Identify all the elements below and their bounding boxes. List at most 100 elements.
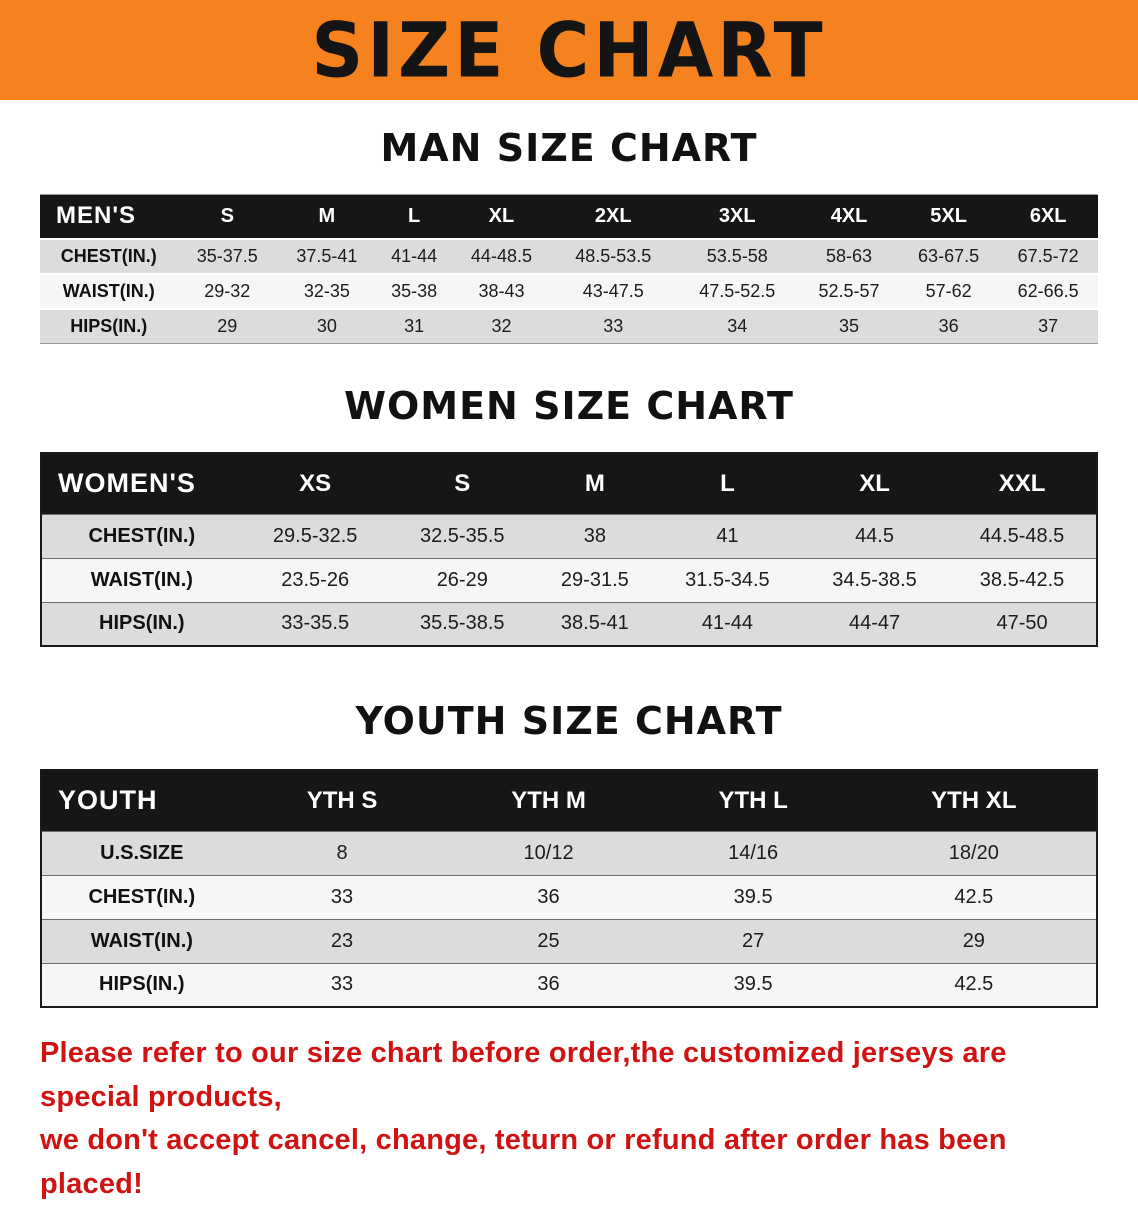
value-cell: 30 [316, 315, 337, 336]
value-cell: 58-63 [826, 245, 873, 266]
value-cell: 42.5 [954, 973, 994, 996]
section-youth: YOUTH SIZE CHART YOUTH YTH S YTH M YTH L YTH… [40, 699, 1098, 1008]
value-cell: 34 [727, 315, 748, 336]
size-header-cell: 3XL [675, 194, 800, 239]
table-header-row: WOMEN'S XS S M L XL XXL [41, 453, 1097, 514]
table-title-cell: MEN'S [40, 194, 178, 239]
table-row: HIPS(IN.) 33 36 39.5 42.5 [41, 963, 1097, 1007]
value-cell: 23 [330, 929, 354, 952]
value-cell: 38 [583, 524, 606, 547]
youth-size-table: YOUTH YTH S YTH M YTH L YTH XL U.S.SIZE 8 10/12… [40, 769, 1098, 1008]
value-cell: 31.5-34.5 [685, 568, 770, 591]
banner: SIZE CHART [0, 0, 1138, 100]
men-size-table: MEN'S S M L XL 2XL 3XL 4XL 5XL 6XL CHEST(IN.) 35-37… [40, 194, 1098, 344]
size-header-cell: M [277, 194, 377, 239]
value-cell: 33 [603, 315, 624, 336]
row-label: U.S.SIZE [100, 841, 184, 864]
women-section-heading: WOMEN SIZE CHART [344, 384, 794, 428]
row-label: HIPS(IN.) [99, 973, 185, 996]
size-header-cell: YTH L [654, 770, 852, 831]
table-row: HIPS(IN.) 33-35.5 35.5-38.5 38.5-41 41-44 44-… [41, 602, 1097, 646]
value-cell: 36 [537, 885, 560, 908]
table-header-row: YOUTH YTH S YTH M YTH L YTH XL [41, 770, 1097, 831]
men-section-heading: MAN SIZE CHART [380, 126, 758, 170]
value-cell: 47.5-52.5 [699, 280, 776, 301]
value-cell: 34.5-38.5 [832, 568, 917, 591]
size-header-cell: M [535, 453, 654, 514]
value-cell: 35-37.5 [196, 245, 258, 266]
value-cell: 39.5 [733, 885, 773, 908]
table-row: CHEST(IN.) 35-37.5 37.5-41 41-44 44-48.5 48.5… [40, 238, 1098, 274]
size-header-cell: YTH M [442, 770, 655, 831]
value-cell: 44.5-48.5 [979, 524, 1065, 547]
women-size-table: WOMEN'S XS S M L XL XXL CHEST(IN.) 29.5-32.5 32.5… [40, 452, 1098, 647]
value-cell: 38-43 [478, 280, 525, 301]
value-cell: 29 [217, 315, 238, 336]
value-cell: 8 [336, 841, 348, 864]
value-cell: 53.5-58 [706, 245, 768, 266]
table-row: CHEST(IN.) 33 36 39.5 42.5 [41, 875, 1097, 919]
value-cell: 63-67.5 [918, 245, 980, 266]
value-cell: 29 [962, 929, 985, 952]
value-cell: 36 [537, 973, 560, 996]
value-cell: 14/16 [728, 841, 779, 864]
value-cell: 32.5-35.5 [420, 524, 505, 547]
size-header-cell: 2XL [551, 194, 676, 239]
table-title-cell: WOMEN'S [41, 453, 242, 514]
value-cell: 29.5-32.5 [272, 524, 358, 547]
value-cell: 33 [330, 885, 354, 908]
value-cell: 42.5 [954, 885, 994, 908]
value-cell: 32 [491, 315, 512, 336]
section-women: WOMEN SIZE CHART WOMEN'S XS S M L XL XXL CHEST(… [40, 384, 1098, 647]
value-cell: 33-35.5 [281, 612, 350, 635]
size-header-cell: S [177, 194, 278, 239]
table-title-cell: YOUTH [41, 770, 242, 831]
value-cell: 29-31.5 [560, 568, 629, 591]
value-cell: 36 [938, 315, 959, 336]
value-cell: 35-38 [391, 280, 438, 301]
size-header-cell: XL [451, 194, 552, 239]
row-label: WAIST(IN.) [90, 568, 193, 591]
value-cell: 67.5-72 [1017, 245, 1079, 266]
size-header-cell: S [388, 453, 536, 514]
table-row: WAIST(IN.) 23 25 27 29 [41, 919, 1097, 963]
value-cell: 41-44 [391, 245, 438, 266]
disclaimer-text: Please refer to our size chart before or… [40, 1032, 1098, 1206]
row-label: CHEST(IN.) [88, 885, 196, 908]
size-header-cell: 4XL [799, 194, 899, 239]
value-cell: 37 [1038, 315, 1059, 336]
row-label: CHEST(IN.) [60, 245, 157, 266]
value-cell: 44-47 [848, 612, 901, 635]
value-cell: 10/12 [523, 841, 574, 864]
table-row: U.S.SIZE 8 10/12 14/16 18/20 [41, 831, 1097, 875]
value-cell: 25 [537, 929, 560, 952]
value-cell: 33 [330, 973, 354, 996]
value-cell: 35 [839, 315, 860, 336]
value-cell: 62-66.5 [1017, 280, 1079, 301]
size-header-cell: L [376, 194, 452, 239]
row-label: WAIST(IN.) [62, 280, 155, 301]
table-row: WAIST(IN.) 23.5-26 26-29 29-31.5 31.5-34.5 34… [41, 558, 1097, 602]
value-cell: 38.5-41 [560, 612, 629, 635]
value-cell: 29-32 [204, 280, 251, 301]
value-cell: 37.5-41 [296, 245, 358, 266]
youth-section-heading: YOUTH SIZE CHART [355, 699, 783, 743]
value-cell: 18/20 [948, 841, 999, 864]
value-cell: 23.5-26 [281, 568, 350, 591]
row-label: HIPS(IN.) [70, 315, 148, 336]
value-cell: 38.5-42.5 [979, 568, 1065, 591]
size-header-cell: XXL [948, 453, 1097, 514]
disclaimer-line-1: Please refer to our size chart before or… [40, 1037, 1007, 1113]
value-cell: 57-62 [925, 280, 972, 301]
size-header-cell: 5XL [898, 194, 999, 239]
value-cell: 39.5 [733, 973, 773, 996]
value-cell: 31 [404, 315, 425, 336]
size-header-cell: YTH S [241, 770, 443, 831]
value-cell: 44-48.5 [470, 245, 532, 266]
value-cell: 52.5-57 [818, 280, 880, 301]
value-cell: 41 [716, 524, 739, 547]
table-row: HIPS(IN.) 29 30 31 32 33 34 35 36 37 [40, 308, 1098, 344]
size-header-cell: YTH XL [851, 770, 1097, 831]
size-header-cell: XL [800, 453, 949, 514]
